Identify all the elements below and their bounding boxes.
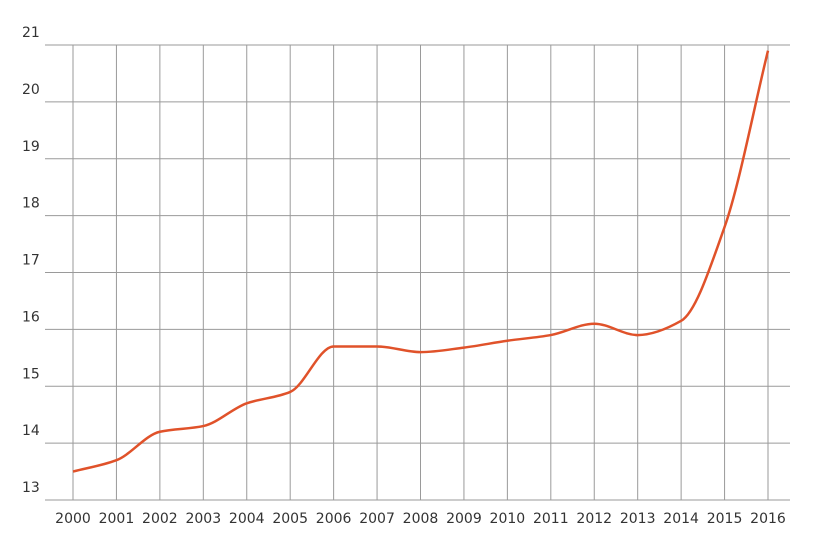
y-tick-label: 21 [22, 25, 40, 41]
x-tick-label: 2005 [272, 511, 308, 527]
x-tick-label: 2013 [620, 511, 656, 527]
x-tick-label: 2004 [229, 511, 265, 527]
y-tick-label: 19 [22, 139, 40, 155]
x-tick-label: 2008 [403, 511, 439, 527]
y-tick-label: 13 [22, 480, 40, 496]
x-tick-label: 2016 [750, 511, 786, 527]
y-tick-label: 15 [22, 366, 40, 382]
y-tick-label: 20 [22, 82, 40, 98]
y-tick-label: 18 [22, 196, 40, 212]
x-tick-label: 2011 [533, 511, 569, 527]
x-tick-label: 2012 [576, 511, 612, 527]
x-tick-label: 2009 [446, 511, 482, 527]
y-tick-label: 16 [22, 309, 40, 325]
x-tick-label: 2003 [185, 511, 221, 527]
x-tick-label: 2000 [55, 511, 91, 527]
x-tick-label: 2007 [359, 511, 395, 527]
x-tick-label: 2006 [316, 511, 352, 527]
x-tick-label: 2002 [142, 511, 178, 527]
y-tick-label: 17 [22, 253, 40, 269]
y-tick-label: 14 [22, 423, 40, 439]
x-tick-label: 2015 [707, 511, 743, 527]
x-tick-label: 2010 [490, 511, 526, 527]
x-tick-label: 2001 [99, 511, 135, 527]
data-line [72, 50, 770, 473]
x-tick-label: 2014 [663, 511, 699, 527]
